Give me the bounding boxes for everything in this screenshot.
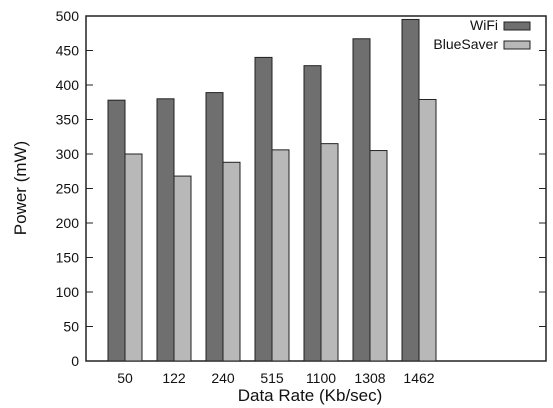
bar-bluesaver-1308: [369, 150, 388, 362]
bar-wifi-515: [254, 56, 273, 362]
y-tick-label: 250: [56, 181, 80, 197]
legend-swatch-bluesaver: [503, 40, 531, 50]
bar-bluesaver-1100: [320, 143, 339, 362]
y-tick-label: 300: [56, 146, 80, 162]
bar-bluesaver-515: [271, 149, 290, 362]
bar-wifi-1100: [303, 65, 322, 362]
bar-bluesaver-1462: [418, 98, 437, 362]
legend-swatch-wifi: [503, 21, 531, 31]
legend-label-bluesaver: BlueSaver: [433, 36, 498, 52]
x-tick-label: 50: [117, 370, 133, 386]
bars-group: [107, 18, 437, 362]
x-tick-label: 1462: [403, 370, 434, 386]
bar-bluesaver-122: [173, 175, 192, 362]
bar-wifi-240: [205, 92, 224, 362]
x-tick-label: 1308: [354, 370, 385, 386]
y-tick-label: 400: [56, 77, 80, 93]
x-axis-title: Data Rate (Kb/sec): [238, 386, 383, 405]
y-axis-title: Power (mW): [11, 141, 30, 235]
legend: WiFi BlueSaver: [433, 17, 531, 52]
bar-wifi-50: [107, 99, 126, 362]
x-tick-label: 240: [211, 370, 235, 386]
bar-wifi-1308: [352, 38, 371, 362]
y-tick-label: 150: [56, 250, 80, 266]
x-tick-label: 515: [260, 370, 284, 386]
y-axis: 0 50 100 150 200 250 300 350 400 450 500: [56, 8, 546, 369]
x-tick-label: 122: [162, 370, 186, 386]
x-tick-label: 1100: [306, 370, 336, 386]
y-tick-label: 50: [63, 319, 79, 335]
bar-bluesaver-50: [124, 153, 143, 362]
bar-wifi-122: [156, 98, 175, 362]
y-tick-label: 450: [56, 43, 80, 59]
x-axis: 50 122 240 515 1100 1308 1462: [117, 355, 435, 386]
legend-label-wifi: WiFi: [470, 17, 498, 33]
bar-bluesaver-240: [222, 161, 241, 362]
y-tick-label: 500: [56, 8, 80, 24]
bar-wifi-1462: [401, 18, 420, 362]
y-tick-label: 200: [56, 215, 80, 231]
y-tick-label: 350: [56, 112, 80, 128]
y-tick-label: 100: [56, 284, 80, 300]
y-tick-label: 0: [71, 353, 79, 369]
